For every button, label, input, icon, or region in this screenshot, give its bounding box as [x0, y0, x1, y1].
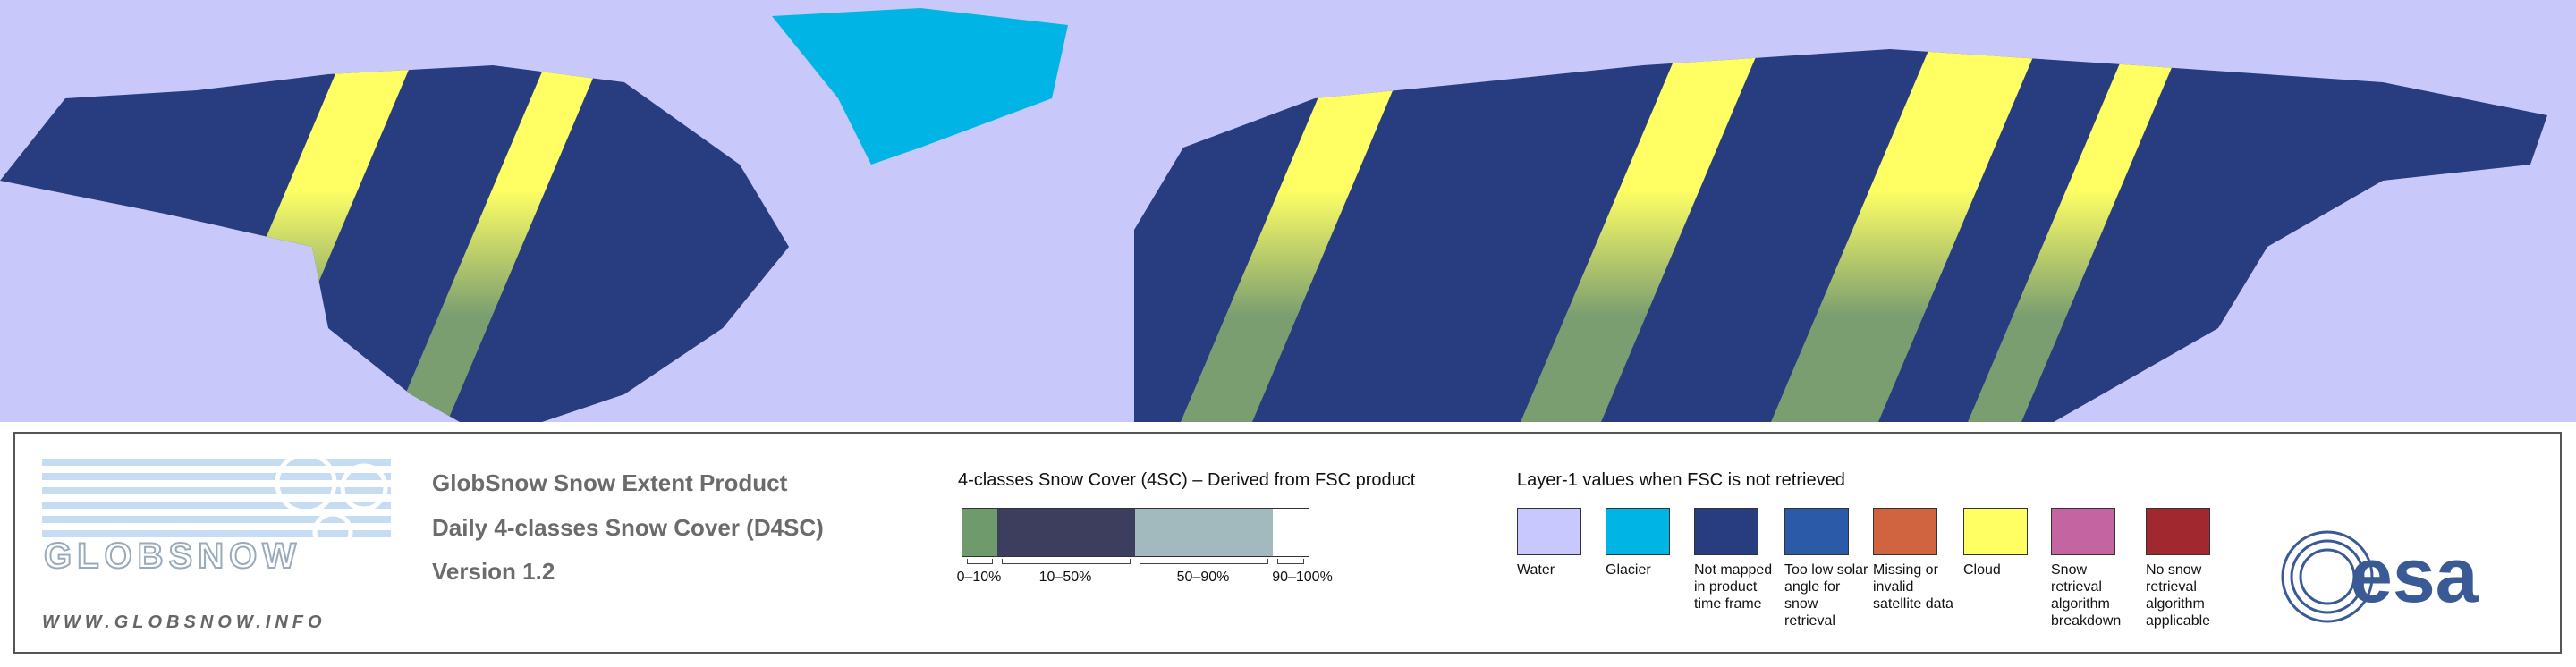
- legend-layer1: Water Glacier Not mapped in product time f…: [1517, 508, 2322, 642]
- legend-panel: GLOBSNOW WWW.GLOBSNOW.INFO GlobSnow Snow…: [13, 432, 2562, 654]
- class-label: Cloud: [1963, 562, 2001, 578]
- product-version: Version 1.2: [432, 558, 555, 585]
- swath: [1968, 49, 2200, 422]
- class-label: 0–10%: [956, 570, 1002, 585]
- class-swatch: [962, 509, 997, 556]
- class-label: 10–50%: [1038, 570, 1092, 585]
- swath: [394, 49, 626, 422]
- class-label: Not mapped in product time frame: [1694, 562, 1773, 612]
- globsnow-logo: GLOBSNOW: [42, 452, 391, 577]
- class-swatch: [1694, 508, 1758, 555]
- class-swatch: [1606, 508, 1670, 555]
- swath: [1181, 49, 1431, 422]
- class-label: Glacier: [1606, 562, 1651, 578]
- class-label: Too low solar angle for snow retrieval: [1784, 562, 1868, 629]
- class-bracket: [1140, 559, 1268, 564]
- class-bracket: [967, 559, 993, 564]
- legend-4sc-labels: 0–10% 10–50% 50–90% 90–100%: [957, 559, 1333, 595]
- class-swatch: [1784, 508, 1849, 555]
- snow-map: [0, 0, 2576, 422]
- class-label: No snow retrieval algorithm applicable: [2146, 562, 2211, 629]
- agency: esa: [2350, 533, 2479, 619]
- class-swatch: [2146, 508, 2210, 555]
- esa-logo: esa: [2281, 530, 2479, 623]
- class-label: 90–100%: [1272, 570, 1333, 585]
- product-title: GlobSnow Snow Extent Product: [432, 469, 788, 496]
- class-swatch: [1273, 509, 1309, 556]
- class-swatch: [1873, 508, 1937, 555]
- class-swatch: [1135, 509, 1273, 556]
- legend-4sc-bar: [962, 508, 1309, 557]
- logo-url: WWW.GLOBSNOW.INFO: [42, 612, 326, 632]
- class-swatch: [1963, 508, 2028, 555]
- swath: [1771, 49, 2057, 422]
- legend-layer1-title: Layer-1 values when FSC is not retrieved: [1517, 470, 1845, 490]
- logo-name: GLOBSNOW: [44, 536, 301, 576]
- class-bracket: [1277, 559, 1304, 564]
- class-swatch: [2051, 508, 2115, 555]
- class-swatch: [997, 509, 1135, 556]
- legend-4sc-title: 4-classes Snow Cover (4SC) – Derived fro…: [958, 470, 1416, 490]
- product-subtitle: Daily 4-classes Snow Cover (D4SC): [432, 514, 824, 541]
- class-bracket: [1002, 559, 1131, 564]
- swath: [1521, 49, 1780, 422]
- class-label: 50–90%: [1176, 570, 1230, 585]
- class-label: Missing or invalid satellite data: [1873, 562, 1953, 612]
- class-label: Water: [1517, 562, 1555, 578]
- class-swatch: [1517, 508, 1581, 555]
- class-label: Snow retrieval algorithm breakdown: [2051, 562, 2122, 629]
- greenland: [772, 8, 1068, 165]
